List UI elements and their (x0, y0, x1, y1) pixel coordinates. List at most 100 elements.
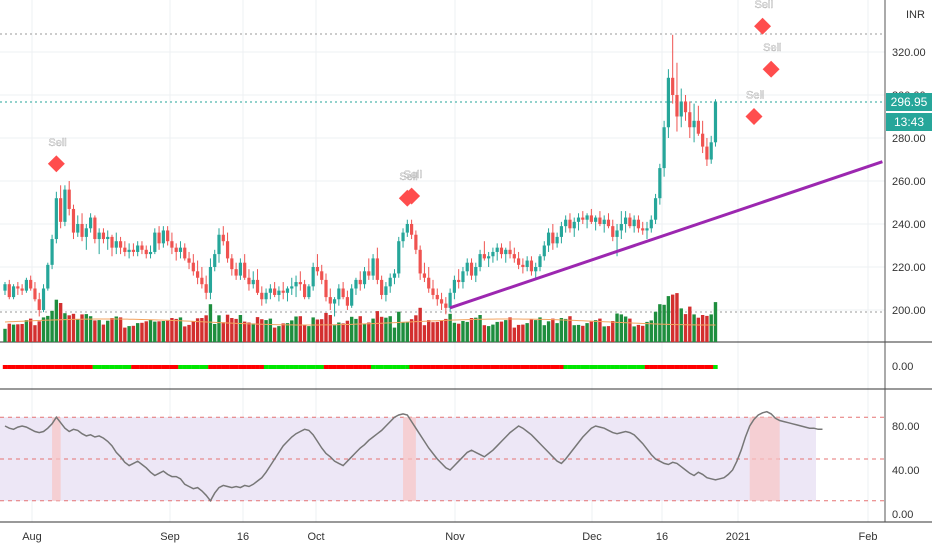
signal-segment (576, 365, 581, 369)
last-price-value: 296.95 (891, 95, 928, 109)
candle-body (546, 232, 551, 246)
signal-segment (683, 365, 688, 369)
signal-segment (452, 365, 457, 369)
signal-segment (285, 365, 290, 369)
signal-segment (460, 365, 466, 369)
signal-segment (92, 365, 98, 369)
candle-body (285, 288, 290, 293)
candle-body (217, 234, 221, 255)
candle-body (33, 288, 37, 300)
candle-body (148, 251, 153, 255)
signal-segment (315, 365, 320, 369)
candle-body (332, 299, 337, 304)
price-axis[interactable]: INR 320.00300.00280.00260.00240.00220.00… (892, 9, 926, 521)
volume-bar (217, 315, 221, 342)
volume-bar (465, 321, 469, 342)
volume-bar (589, 321, 594, 342)
overbought-zone (403, 417, 416, 501)
signal-segment (417, 365, 423, 369)
candle-body (11, 286, 16, 298)
signal-segment (122, 365, 128, 369)
candle-body (709, 142, 713, 160)
volume-bar (131, 325, 136, 342)
candle-body (457, 279, 461, 283)
volume-bar (11, 324, 16, 342)
trendline-path (449, 160, 883, 310)
signal-segment (554, 365, 560, 369)
volume-bar (97, 320, 101, 342)
candle-body (315, 267, 320, 272)
overbought-zone (52, 417, 61, 501)
volume-bar (76, 319, 80, 342)
volume-bar (645, 321, 649, 342)
signal-segment (584, 365, 590, 369)
signal-segment (281, 365, 286, 369)
trendline[interactable] (449, 160, 883, 310)
signal-segment (328, 365, 333, 369)
candle-body (324, 279, 328, 298)
candle-body (114, 241, 118, 248)
signal-segment (516, 365, 521, 369)
volume-bar (375, 311, 380, 342)
volume-bar (272, 327, 277, 342)
candle-body (118, 241, 123, 248)
price-series[interactable] (3, 34, 718, 317)
candle-body (653, 198, 658, 220)
volume-bar (461, 321, 465, 342)
candle-body (213, 254, 217, 267)
volume-bar (628, 318, 632, 342)
candle-body (290, 286, 294, 289)
signal-segment (687, 365, 692, 369)
candle-body (701, 133, 705, 147)
candle-body (551, 232, 555, 244)
signal-segment (144, 365, 149, 369)
volume-bar (93, 320, 97, 342)
candle-body (478, 254, 482, 267)
volume-bar (247, 322, 251, 342)
sell-marker (745, 108, 763, 125)
signal-segment (691, 365, 697, 369)
signal-segment (362, 365, 367, 369)
volume-bar (379, 316, 384, 342)
last-price-tag (886, 93, 932, 111)
signal-segment (212, 365, 217, 369)
signal-segment (602, 365, 607, 369)
signal-segment (537, 365, 543, 369)
volume-bar (546, 321, 551, 342)
candle-body (401, 232, 405, 242)
volume-bar (692, 314, 696, 342)
signal-segment (512, 365, 517, 369)
signal-segment (165, 365, 170, 369)
volume-bar (371, 318, 375, 342)
candle-body (534, 267, 538, 272)
signal-segment (443, 365, 449, 369)
candle-body (619, 224, 623, 231)
signal-segment (208, 365, 213, 369)
signal-segment (366, 365, 371, 369)
candle-body (260, 292, 264, 300)
volume-bar (512, 327, 517, 342)
signal-segment (238, 365, 243, 369)
time-axis[interactable]: Aug Sep 16 Oct Nov Dec 16 2021 Feb (22, 531, 877, 543)
candle-body (606, 219, 611, 227)
oscillator-tick-label: 40.00 (892, 465, 920, 477)
volume-bar (491, 324, 495, 342)
volume-bar (337, 322, 341, 342)
signal-segment (456, 365, 461, 369)
signal-segment (178, 365, 183, 369)
candle-body (341, 288, 345, 298)
candle-body (692, 120, 696, 128)
volume-bar (632, 326, 636, 342)
signal-segment (345, 365, 350, 369)
sell-marker (403, 187, 421, 205)
signal-segment (195, 365, 200, 369)
signal-segment (118, 365, 123, 369)
volume-bar (24, 320, 29, 342)
candle-body (525, 260, 529, 267)
volume-bar (581, 325, 585, 342)
volume-bar (328, 315, 332, 342)
candle-body (375, 258, 379, 280)
volume-bar (242, 321, 247, 342)
volume-bar (362, 324, 367, 342)
